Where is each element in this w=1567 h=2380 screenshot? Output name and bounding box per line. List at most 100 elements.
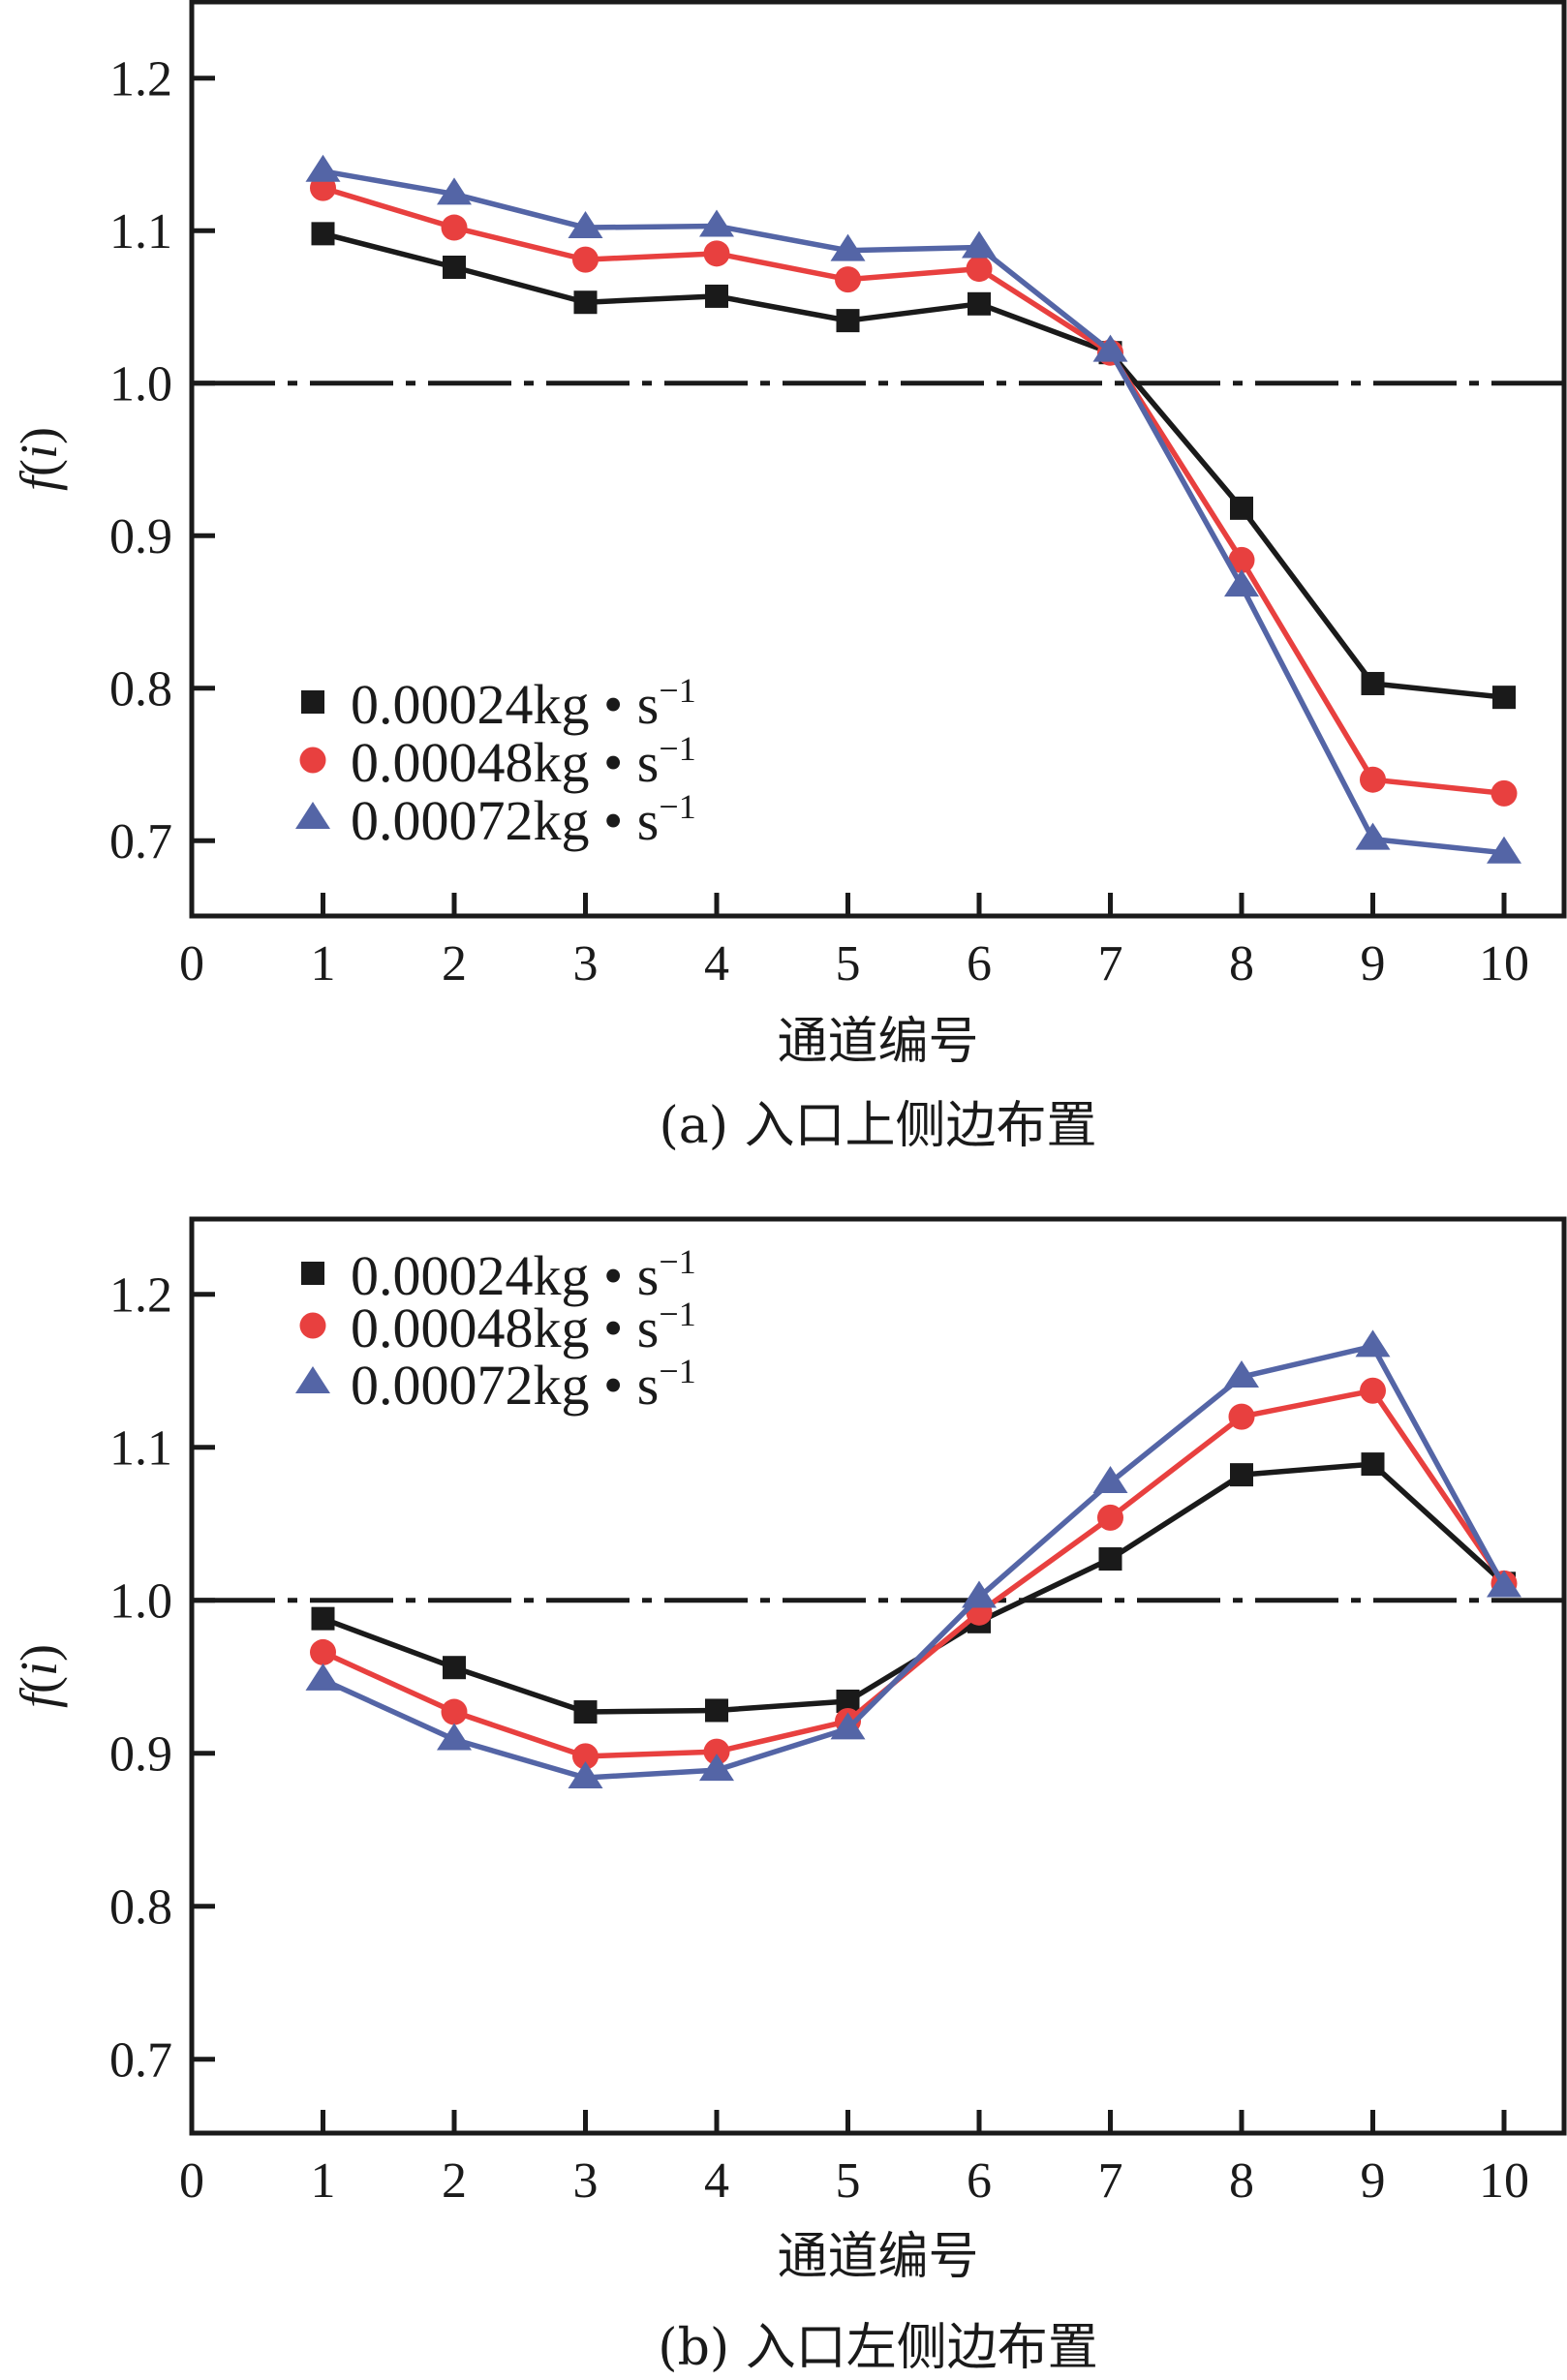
legend-label-exponent: −1: [659, 729, 695, 768]
data-point: [836, 309, 860, 333]
series-line: [322, 1461, 1506, 1715]
legend-label-text: 0.00048kg • s: [351, 1297, 659, 1359]
series-line: [322, 230, 1505, 700]
y-axis-label-close: ): [10, 427, 68, 444]
y-tick-label: 1.2: [109, 52, 172, 107]
data-point: [572, 1743, 599, 1770]
legend-label-exponent: −1: [659, 671, 695, 710]
x-tick-label: 2: [442, 2153, 467, 2209]
series-circle: [310, 174, 1518, 807]
y-tick-label: 1.1: [109, 204, 172, 259]
data-point: [1228, 1403, 1255, 1430]
data-point: [311, 1606, 335, 1631]
y-axis-label: f(i): [10, 1644, 68, 1708]
data-point: [962, 230, 997, 259]
legend-label-text: 0.00072kg • s: [351, 1354, 659, 1417]
data-point: [1092, 1466, 1128, 1494]
data-point: [1487, 836, 1521, 864]
y-axis-label-open: (: [10, 459, 68, 476]
data-point: [572, 246, 599, 273]
legend-label-text: 0.00048kg • s: [351, 731, 659, 794]
data-point: [573, 290, 598, 315]
x-tick-label: 4: [704, 2153, 729, 2209]
legend-marker-triangle: [295, 1366, 330, 1393]
x-tick-label: 10: [1479, 936, 1529, 992]
y-tick-label: 0.9: [109, 1727, 172, 1783]
plot-frame: [189, 1216, 1567, 2136]
data-point: [305, 1663, 341, 1691]
x-tick-label: 7: [1098, 2153, 1123, 2209]
data-point: [1492, 686, 1516, 710]
legend-label: 0.00024kg • s−1: [351, 1242, 696, 1307]
data-point: [443, 256, 466, 279]
data-point: [441, 1698, 468, 1725]
x-tick-label: 1: [311, 2153, 336, 2209]
data-point: [703, 1738, 730, 1765]
x-axis-title: 通道编号: [777, 1013, 978, 1071]
x-tick-label: 7: [1098, 936, 1123, 992]
chart-panel-b: 0.7 0.8 0.9 1.0 1.1 1.2 0 1 2 3 4 5 6 7 8 9 10 f(i) 通道编号 (b…: [10, 1216, 1567, 2377]
legend-label-text: 0.00072kg • s: [351, 789, 659, 852]
data-point: [441, 214, 468, 241]
legend-label: 0.00024kg • s−1: [351, 671, 696, 736]
legend-marker-square: [301, 690, 324, 714]
legend-label-exponent: −1: [659, 787, 695, 826]
legend-label: 0.00048kg • s−1: [351, 729, 696, 794]
data-point: [1487, 1570, 1521, 1598]
data-point: [703, 240, 730, 267]
plot-frame: [189, 0, 1567, 919]
data-point: [830, 233, 866, 261]
series-line: [322, 1388, 1507, 1759]
data-point: [835, 266, 861, 293]
data-point: [1098, 1547, 1122, 1571]
x-tick-label: 3: [573, 2153, 599, 2209]
legend-marker-square: [301, 1262, 324, 1285]
data-point: [1355, 1329, 1391, 1358]
data-point: [568, 211, 603, 239]
legend-marker-circle: [299, 1312, 326, 1339]
x-tick-label: 9: [1361, 2153, 1386, 2209]
series-triangle: [305, 154, 1521, 864]
x-tick-label: 9: [1361, 936, 1386, 992]
y-axis-label-var: i: [10, 444, 68, 459]
data-point: [1355, 822, 1391, 850]
data-point: [962, 1580, 997, 1608]
x-tick-label: 3: [573, 936, 599, 992]
y-tick-label: 1.2: [109, 1268, 172, 1324]
data-point: [1490, 779, 1518, 807]
data-point: [305, 154, 341, 182]
data-point: [1230, 1463, 1253, 1487]
x-tick-label: 1: [311, 936, 336, 992]
series-triangle: [305, 1329, 1521, 1788]
y-axis-label: f(i): [10, 427, 68, 491]
x-tick-label: 5: [836, 936, 861, 992]
series-circle: [310, 1377, 1518, 1770]
data-point: [830, 1712, 866, 1740]
x-tick-label: 10: [1479, 2153, 1529, 2209]
data-point: [1224, 1360, 1259, 1388]
legend: 0.00024kg • s−10.00048kg • s−1 0.00072kg …: [295, 1242, 696, 1417]
legend-label-exponent: −1: [659, 1242, 695, 1281]
y-tick-label: 1.1: [109, 1421, 172, 1477]
data-point: [699, 209, 734, 237]
legend-label-text: 0.00024kg • s: [351, 673, 659, 736]
y-tick-label: 0.9: [109, 509, 172, 564]
x-tick-label: 8: [1229, 2153, 1254, 2209]
figure-caption: (b) 入口左侧边布置: [658, 2319, 1097, 2377]
data-point: [705, 1698, 728, 1723]
data-point: [1092, 334, 1128, 362]
legend: 0.00024kg • s−10.00048kg • s−10.00072kg …: [295, 671, 696, 852]
x-tick-label: 0: [179, 936, 204, 992]
series-square: [311, 1452, 1516, 1724]
y-axis-label-open: (: [10, 1676, 68, 1693]
x-tick-label: 6: [967, 2153, 992, 2209]
y-tick-label: 0.7: [109, 2033, 172, 2089]
data-point: [1228, 546, 1255, 573]
series-line: [322, 1343, 1507, 1781]
x-tick-label: 0: [179, 2153, 204, 2209]
legend-label: 0.00072kg • s−1: [351, 1352, 696, 1417]
series-square: [311, 222, 1516, 710]
data-point: [1360, 766, 1386, 793]
data-point: [966, 256, 993, 283]
